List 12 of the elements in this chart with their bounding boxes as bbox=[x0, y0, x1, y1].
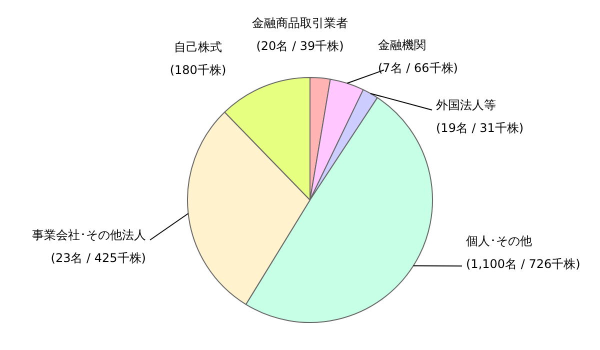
slice-label: 個人･その他 bbox=[466, 234, 532, 248]
data-label: (19名 / 31千株) bbox=[436, 121, 524, 136]
data-label: (180千株) bbox=[170, 63, 226, 78]
data-label: (20名 / 39千株) bbox=[256, 39, 344, 54]
slice-label: 金融商品取引業者 bbox=[252, 16, 348, 30]
data-label: (23名 / 425千株) bbox=[50, 251, 146, 266]
data-label: (1,100名 / 726千株) bbox=[466, 257, 580, 272]
slice-label: 事業会社･その他法人 bbox=[32, 228, 146, 242]
data-label: (7名 / 66千株) bbox=[378, 61, 458, 76]
slice-label: 金融機関 bbox=[378, 38, 426, 52]
slice-label: 外国法人等 bbox=[436, 98, 496, 112]
slice-label: 自己株式 bbox=[174, 40, 222, 54]
